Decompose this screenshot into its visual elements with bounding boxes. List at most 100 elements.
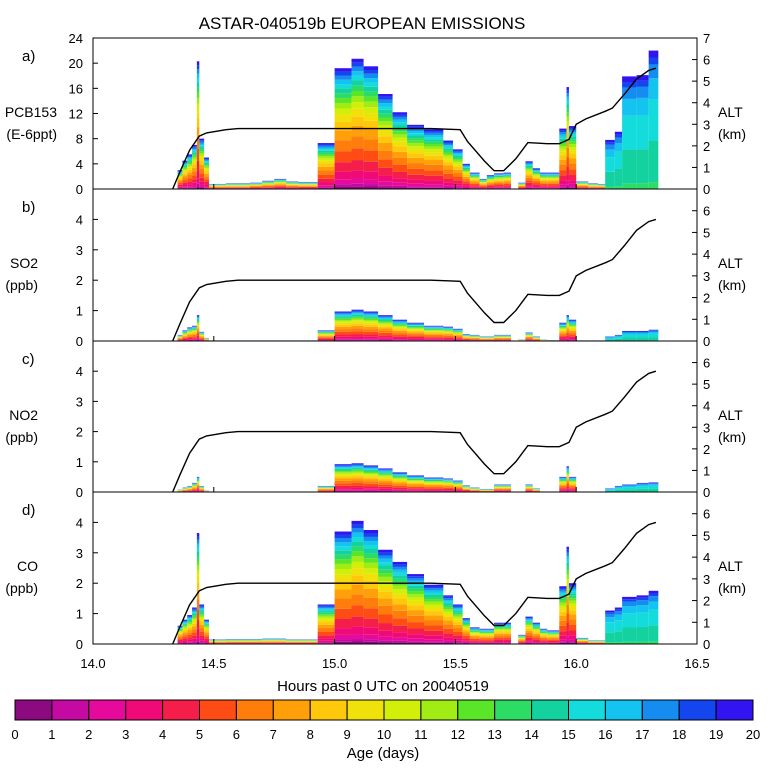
bar-segment-age-9 xyxy=(177,177,183,179)
bar-segment-age-8 xyxy=(494,632,504,634)
bar-segment-age-19 xyxy=(636,75,649,81)
bar-segment-age-7 xyxy=(462,631,470,634)
bar-segment-age-11 xyxy=(182,168,188,171)
bar-segment-age-2 xyxy=(452,640,463,643)
bar-segment-age-17 xyxy=(334,313,352,315)
bar-segment-age-15 xyxy=(204,161,209,163)
bar-segment-age-6 xyxy=(392,157,408,165)
bar-segment-age-4 xyxy=(392,171,408,179)
bar-segment-age-3 xyxy=(363,171,379,180)
bar-segment-age-18 xyxy=(568,320,577,322)
bar-segment-age-11 xyxy=(479,633,495,634)
bar-segment-age-10 xyxy=(182,333,188,335)
bar-segment-age-14 xyxy=(407,325,424,327)
bar-segment-age-8 xyxy=(363,324,379,327)
age-stacked-bar xyxy=(648,482,659,492)
bar-segment-age-16 xyxy=(334,314,352,316)
alt-tick-label: 6 xyxy=(703,507,710,522)
bar-segment-age-9 xyxy=(407,149,424,154)
bar-segment-age-13 xyxy=(392,324,408,325)
bar-segment-age-10 xyxy=(351,102,364,109)
bar-segment-age-13 xyxy=(392,128,408,132)
age-stacked-bar xyxy=(525,161,533,189)
y-tick-label: 0 xyxy=(76,334,83,349)
bar-segment-age-5 xyxy=(351,605,364,617)
colorbar-tick-label: 15 xyxy=(561,727,575,742)
bar-segment-age-8 xyxy=(407,482,424,484)
panel-1: 0481216202401234567a)PCB153(E-6ppt)ALT(k… xyxy=(5,31,746,197)
age-stacked-bar xyxy=(469,172,480,189)
bar-segment-age-12 xyxy=(469,631,480,633)
bar-segment-age-9 xyxy=(378,130,393,137)
bar-segment-age-3 xyxy=(462,185,470,187)
colorbar-tick-label: 20 xyxy=(746,727,760,742)
bar-segment-age-13 xyxy=(566,566,569,571)
bar-segment-age-5 xyxy=(177,638,183,640)
bar-segment-age-18 xyxy=(334,465,352,466)
colorbar-tick-label: 11 xyxy=(414,727,428,742)
bar-segment-age-2 xyxy=(423,339,444,341)
bar-segment-age-15 xyxy=(392,572,408,576)
bar-segment-age-4 xyxy=(196,335,200,338)
bar-segment-age-15 xyxy=(452,154,463,156)
bar-segment-age-16 xyxy=(525,163,533,165)
bar-segment-age-4 xyxy=(525,182,533,186)
bar-segment-age-13 xyxy=(196,556,200,561)
bar-segment-age-15 xyxy=(525,164,533,166)
bar-segment-age-19 xyxy=(187,615,193,616)
age-stacked-bar xyxy=(494,334,504,341)
bar-segment-age-1 xyxy=(452,642,463,644)
bar-segment-age-16 xyxy=(559,591,567,594)
bar-segment-age-13 xyxy=(407,478,424,480)
age-colorbar: 0 1 2 3 4 5 6 7 8 9 10 11 12 13 14 15 16 17 18 19 20 xyxy=(11,699,760,742)
bar-segment-age-2 xyxy=(177,642,183,644)
bar-segment-age-1 xyxy=(199,642,205,644)
bar-segment-age-14 xyxy=(648,625,659,642)
bar-segment-age-0 xyxy=(363,186,379,189)
bar-segment-age-15 xyxy=(614,151,623,169)
bar-segment-age-12 xyxy=(334,471,352,473)
bar-segment-age-6 xyxy=(298,186,318,187)
age-stacked-bar xyxy=(494,484,504,492)
bar-segment-age-3 xyxy=(452,638,463,641)
bar-segment-age-6 xyxy=(334,329,352,332)
bar-segment-age-3 xyxy=(568,337,577,340)
bar-segment-age-1 xyxy=(334,339,352,341)
bar-segment-age-17 xyxy=(648,64,659,79)
bar-segment-age-17 xyxy=(547,173,560,175)
bar-segment-age-0 xyxy=(378,642,393,644)
bar-segment-age-8 xyxy=(192,332,197,334)
bar-segment-age-14 xyxy=(503,175,511,177)
bar-segment-age-0 xyxy=(196,641,200,644)
stacked-bars xyxy=(177,309,659,341)
bar-segment-age-16 xyxy=(566,468,569,470)
bar-segment-age-14 xyxy=(648,140,659,183)
bar-segment-age-4 xyxy=(539,185,548,187)
bar-segment-age-1 xyxy=(443,642,453,644)
bar-segment-age-17 xyxy=(622,87,637,99)
age-stacked-bar xyxy=(196,533,200,644)
bar-segment-age-13 xyxy=(503,176,511,177)
bar-segment-age-5 xyxy=(559,170,567,176)
bar-segment-age-4 xyxy=(547,185,560,187)
bar-segment-age-1 xyxy=(392,640,408,643)
age-stacked-bar xyxy=(192,325,197,341)
bar-segment-age-15 xyxy=(622,334,637,338)
bar-segment-age-12 xyxy=(363,318,379,321)
bar-segment-age-14 xyxy=(452,155,463,158)
bar-segment-age-10 xyxy=(532,175,540,177)
bar-segment-age-19 xyxy=(363,465,379,467)
bar-segment-age-3 xyxy=(494,186,504,188)
bar-segment-age-7 xyxy=(525,488,533,489)
age-stacked-bar xyxy=(423,477,444,492)
colorbar-tick-label: 16 xyxy=(598,727,612,742)
bar-segment-age-4 xyxy=(204,638,209,641)
bar-segment-age-14 xyxy=(503,626,511,628)
bar-segment-age-1 xyxy=(351,490,364,492)
bar-segment-age-2 xyxy=(503,642,511,644)
bar-segment-age-19 xyxy=(351,58,364,63)
bar-segment-age-6 xyxy=(568,332,577,335)
bar-segment-age-18 xyxy=(317,605,335,607)
bar-segment-age-6 xyxy=(274,184,287,186)
